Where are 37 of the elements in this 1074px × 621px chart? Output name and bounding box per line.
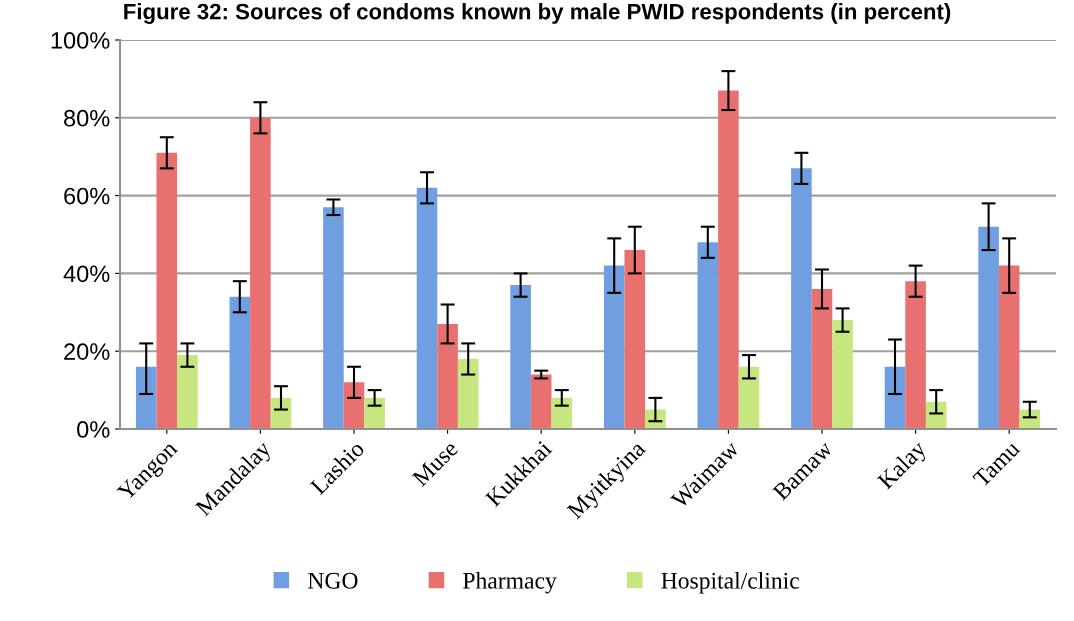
bar <box>738 366 760 429</box>
y-tick-label: 40% <box>63 265 110 283</box>
bar <box>457 358 479 429</box>
bar <box>250 117 271 429</box>
bar <box>791 168 812 429</box>
bar <box>177 355 198 429</box>
bar <box>603 265 625 429</box>
y-tick-label: 0% <box>77 421 110 438</box>
bar <box>530 374 552 429</box>
bar <box>270 397 292 429</box>
legend-label: Pharmacy <box>463 572 557 594</box>
bar <box>624 250 646 429</box>
bar <box>364 397 385 429</box>
chart-title: Figure 32: Sources of condoms known by male PWID respondents (in percent) <box>124 3 951 24</box>
bar <box>811 288 833 429</box>
bar <box>832 320 853 429</box>
y-tick-label: 20% <box>64 343 110 360</box>
bar <box>323 207 344 429</box>
bar <box>998 265 1020 429</box>
bar <box>884 366 906 429</box>
bar <box>156 152 178 429</box>
bar <box>135 366 157 429</box>
bar <box>437 323 458 429</box>
legend-label: NGO <box>308 572 358 589</box>
legend-label: Hospital/clinic <box>661 572 799 594</box>
bar <box>697 242 719 429</box>
bar <box>343 382 365 429</box>
y-tick-label: 80% <box>64 109 110 127</box>
bar <box>416 187 438 429</box>
y-tick-label: 60% <box>64 187 110 205</box>
bar <box>718 90 739 429</box>
bar <box>229 296 251 429</box>
bar <box>551 397 573 429</box>
y-tick-label: 100% <box>51 32 110 49</box>
bar <box>510 285 531 429</box>
bar <box>905 281 926 429</box>
bar <box>978 226 999 429</box>
